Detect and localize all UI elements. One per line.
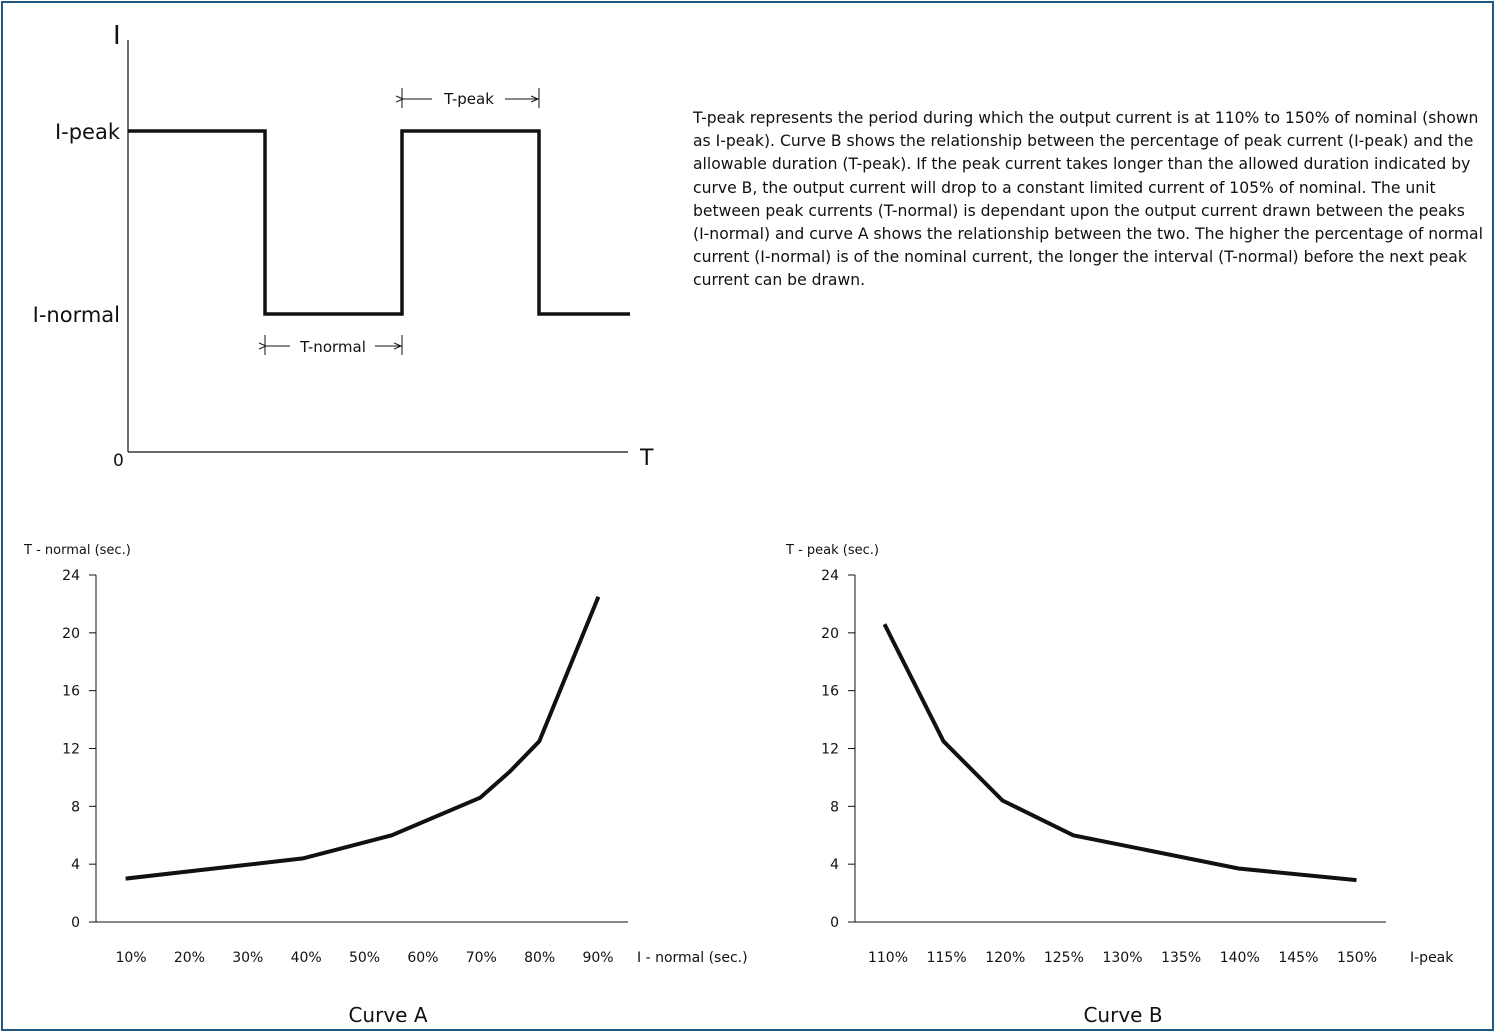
waveform-level-peak-label: I-peak — [55, 120, 121, 144]
curve-a-y-ticks: 0 4 8 12 16 20 24 — [62, 568, 96, 931]
curve-a-y-tick-label: 16 — [62, 684, 80, 700]
curve-a-x-label: I - normal (sec.) — [637, 950, 748, 966]
t-peak-label: T-peak — [443, 90, 494, 108]
description-text: T-peak represents the period during whic… — [693, 109, 1483, 290]
curve-a-y-tick-label: 12 — [62, 742, 80, 758]
curve-b-line — [882, 623, 1357, 883]
curve-a-line — [125, 595, 601, 881]
waveform-diagram: I T 0 I-peak I-normal T-peak T-normal — [33, 21, 654, 471]
curve-a-chart: T - normal (sec.) I - normal (sec.) 0 4 8 1… — [23, 543, 748, 966]
curve-a-x-tick-label: 90% — [582, 950, 613, 966]
curve-b-y-tick-label: 24 — [821, 568, 839, 584]
curve-a-x-tick-label: 30% — [232, 950, 263, 966]
curve-b-x-tick-label: 140% — [1220, 950, 1260, 966]
curve-b-x-tick-label: 120% — [985, 950, 1025, 966]
curve-a-x-tick-label: 10% — [115, 950, 146, 966]
waveform-origin-label: 0 — [113, 451, 124, 471]
curve-a-y-tick-label: 8 — [71, 799, 80, 815]
curve-b-x-tick-label: 150% — [1337, 950, 1377, 966]
curve-b-y-tick-label: 8 — [830, 799, 839, 815]
t-normal-label: T-normal — [299, 338, 366, 356]
waveform-y-axis-label: I — [113, 21, 121, 51]
curve-b-x-ticks: 110% 115% 120% 125% 130% 135% 140% 145% 150% — [868, 950, 1377, 966]
curve-b-y-tick-label: 16 — [821, 684, 839, 700]
curve-b-y-tick-label: 0 — [830, 915, 839, 931]
curve-b-y-ticks: 0 4 8 12 16 20 24 — [821, 568, 855, 931]
curve-b-y-tick-label: 20 — [821, 626, 839, 642]
curve-a-x-tick-label: 50% — [349, 950, 380, 966]
curve-a-y-tick-label: 0 — [71, 915, 80, 931]
curve-a-x-ticks: 10% 20% 30% 40% 50% 60% 70% 80% 90% — [115, 950, 613, 966]
curve-a-x-tick-label: 40% — [291, 950, 322, 966]
curve-b-x-tick-label: 115% — [927, 950, 967, 966]
curve-a-y-label: T - normal (sec.) — [23, 543, 131, 558]
curve-b-caption: Curve B — [1083, 1003, 1163, 1027]
curve-a-x-tick-label: 60% — [407, 950, 438, 966]
curve-b-y-tick-label: 4 — [830, 857, 839, 873]
curve-a-y-tick-label: 20 — [62, 626, 80, 642]
curve-b-x-label: I-peak — [1410, 950, 1454, 966]
curve-a-y-tick-label: 24 — [62, 568, 80, 584]
curve-b-x-tick-label: 125% — [1044, 950, 1084, 966]
curve-b-x-tick-label: 135% — [1161, 950, 1201, 966]
waveform-x-axis-label: T — [639, 446, 654, 471]
curve-a-y-tick-label: 4 — [71, 857, 80, 873]
waveform-trace — [128, 129, 630, 316]
waveform-level-normal-label: I-normal — [33, 303, 120, 327]
curve-b-y-label: T - peak (sec.) — [785, 543, 879, 558]
curve-b-x-tick-label: 130% — [1102, 950, 1142, 966]
curve-a-x-tick-label: 70% — [466, 950, 497, 966]
curve-b-x-tick-label: 145% — [1278, 950, 1318, 966]
curve-b-x-tick-label: 110% — [868, 950, 908, 966]
curve-a-x-tick-label: 20% — [174, 950, 205, 966]
curve-a-x-tick-label: 80% — [524, 950, 555, 966]
curve-b-y-tick-label: 12 — [821, 742, 839, 758]
curve-a-caption: Curve A — [348, 1003, 428, 1027]
